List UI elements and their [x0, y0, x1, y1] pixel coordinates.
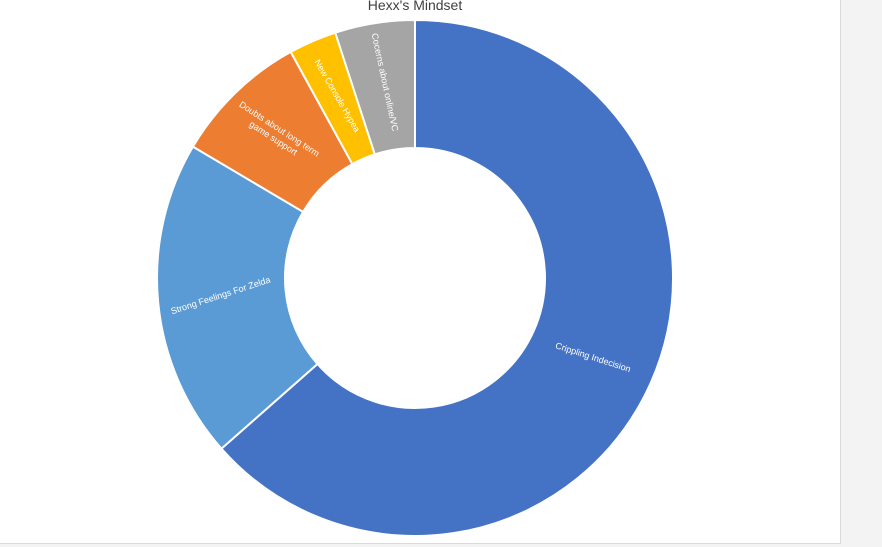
donut-slice-cocerns-about-online-vc — [334, 18, 416, 156]
donut-slice-strong-feelings-for-zelda — [156, 145, 319, 451]
donut-slice-crippling-indecision — [220, 18, 674, 537]
chart-area: Hexx's Mindset Crippling Indecision Stron… — [0, 0, 841, 544]
bottom-strip — [0, 544, 841, 547]
chart-title: Hexx's Mindset — [367, 0, 463, 13]
right-panel — [841, 0, 882, 547]
